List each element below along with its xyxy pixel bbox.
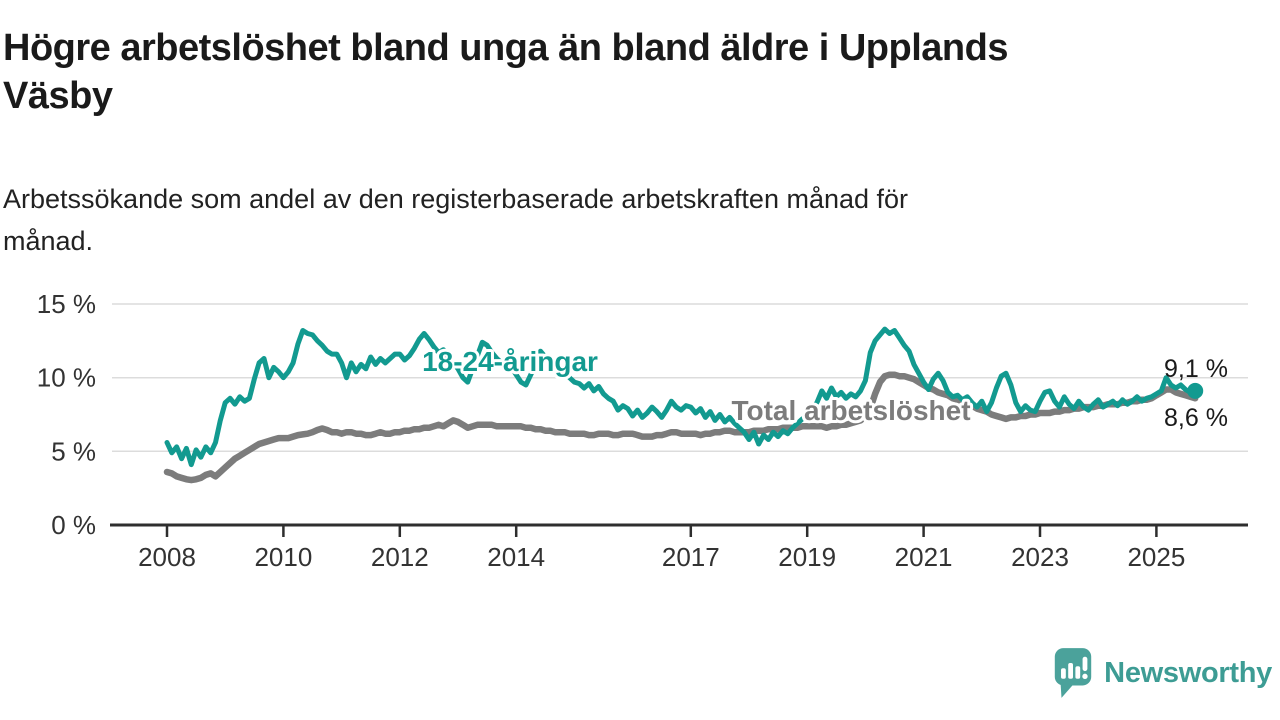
newsworthy-wordmark: Newsworthy [1104,656,1272,689]
end-value-label-total: 8,6 % [1164,404,1228,432]
y-axis-tick-label: 10 % [37,363,96,393]
series-label-youth: 18-24-åringar [422,346,598,377]
x-axis-tick-label: 2019 [778,542,836,572]
chart-subtitle-line2: månad. [3,226,94,256]
x-axis-tick-label: 2014 [487,542,545,572]
series-label-total: Total arbetslöshet [731,395,970,426]
y-axis-tick-label: 15 % [37,289,96,319]
chart-title-line2: Väsby [3,75,113,117]
chart-title: Högre arbetslöshet bland unga än bland ä… [3,24,1263,120]
x-axis-tick-label: 2025 [1127,542,1185,572]
series-line-18-24-aringar [164,326,1198,468]
y-axis-tick-label: 0 % [51,510,96,540]
series-endpoint-dot [1187,382,1204,399]
newsworthy-logo: Newsworthy [1050,645,1272,701]
newsworthy-bubble-chart-icon [1054,648,1092,698]
x-axis-tick-label: 2008 [138,542,196,572]
x-axis-tick-label: 2021 [895,542,953,572]
y-axis-tick-label: 5 % [51,436,96,466]
series-line-total-arbetsloshet [163,371,1199,484]
x-axis-tick-label: 2010 [254,542,312,572]
x-axis-tick-label: 2012 [371,542,429,572]
chart-subtitle-line1: Arbetssökande som andel av den registerb… [3,184,909,214]
x-axis-tick-label: 2017 [662,542,720,572]
end-value-label-youth: 9,1 % [1164,355,1228,383]
chart-title-line1: Högre arbetslöshet bland unga än bland ä… [3,27,1008,69]
x-axis-tick-label: 2023 [1011,542,1069,572]
chart-subtitle: Arbetssökande som andel av den registerb… [3,178,1263,262]
